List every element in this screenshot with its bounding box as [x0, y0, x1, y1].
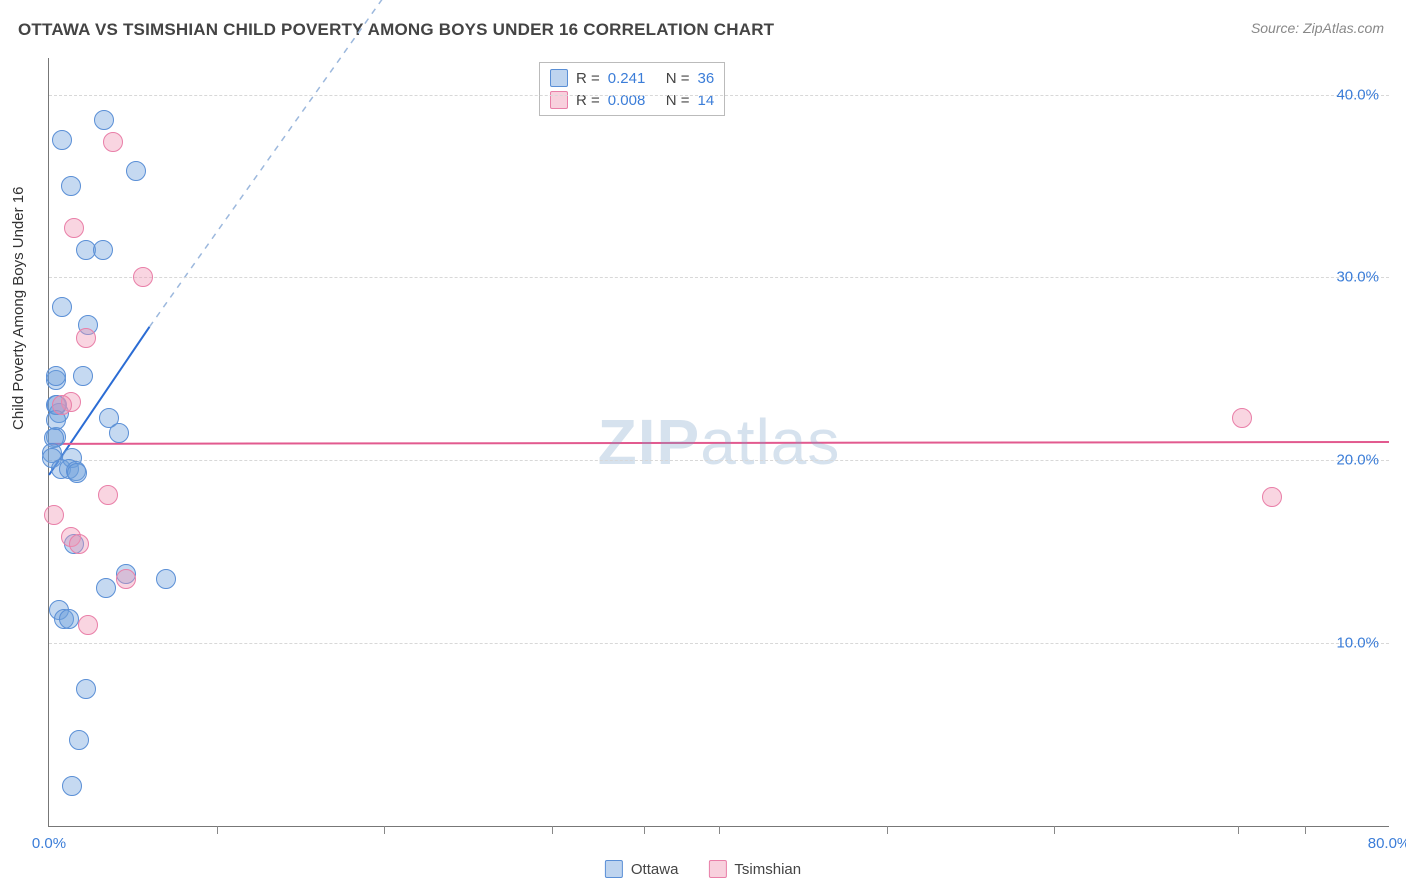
- scatter-point-ottawa: [76, 679, 96, 699]
- watermark-bold: ZIP: [598, 406, 701, 478]
- y-tick-label: 20.0%: [1336, 452, 1379, 469]
- gridline: [49, 460, 1389, 461]
- scatter-point-ottawa: [96, 578, 116, 598]
- scatter-point-tsimshian: [133, 267, 153, 287]
- n-value-ottawa: 36: [698, 70, 715, 87]
- stats-row-ottawa: R = 0.241 N = 36: [550, 67, 714, 89]
- scatter-point-ottawa: [61, 176, 81, 196]
- gridline: [49, 643, 1389, 644]
- scatter-point-tsimshian: [76, 328, 96, 348]
- n-label: N =: [666, 70, 690, 87]
- scatter-point-ottawa: [94, 110, 114, 130]
- watermark: ZIPatlas: [598, 405, 841, 479]
- scatter-point-ottawa: [156, 569, 176, 589]
- scatter-point-ottawa: [62, 776, 82, 796]
- r-value-ottawa: 0.241: [608, 70, 658, 87]
- swatch-blue-icon: [550, 69, 568, 87]
- legend-item-tsimshian: Tsimshian: [708, 860, 801, 878]
- scatter-point-ottawa: [73, 366, 93, 386]
- swatch-blue-icon: [605, 860, 623, 878]
- swatch-pink-icon: [708, 860, 726, 878]
- y-tick-label: 40.0%: [1336, 86, 1379, 103]
- scatter-point-ottawa: [109, 423, 129, 443]
- scatter-point-tsimshian: [116, 569, 136, 589]
- chart-title: OTTAWA VS TSIMSHIAN CHILD POVERTY AMONG …: [18, 20, 774, 40]
- x-tick-label-left: 0.0%: [32, 835, 66, 852]
- scatter-point-ottawa: [126, 161, 146, 181]
- gridline: [49, 277, 1389, 278]
- watermark-rest: atlas: [700, 406, 840, 478]
- y-tick-label: 30.0%: [1336, 269, 1379, 286]
- x-tick: [644, 826, 645, 834]
- x-tick: [552, 826, 553, 834]
- series-legend: Ottawa Tsimshian: [605, 860, 801, 878]
- legend-label-ottawa: Ottawa: [631, 861, 679, 878]
- x-tick: [1054, 826, 1055, 834]
- scatter-point-tsimshian: [98, 485, 118, 505]
- scatter-point-ottawa: [52, 297, 72, 317]
- scatter-point-ottawa: [52, 130, 72, 150]
- chart-container: OTTAWA VS TSIMSHIAN CHILD POVERTY AMONG …: [0, 0, 1406, 892]
- scatter-point-tsimshian: [1262, 487, 1282, 507]
- y-axis-label: Child Poverty Among Boys Under 16: [10, 187, 27, 430]
- x-tick: [384, 826, 385, 834]
- scatter-point-ottawa: [46, 366, 66, 386]
- scatter-point-tsimshian: [103, 132, 123, 152]
- gridline: [49, 95, 1389, 96]
- stats-row-tsimshian: R = 0.008 N = 14: [550, 89, 714, 111]
- x-tick: [217, 826, 218, 834]
- legend-item-ottawa: Ottawa: [605, 860, 679, 878]
- x-tick: [1238, 826, 1239, 834]
- stats-legend: R = 0.241 N = 36 R = 0.008 N = 14: [539, 62, 725, 116]
- plot-area: ZIPatlas R = 0.241 N = 36 R = 0.008 N = …: [48, 58, 1389, 827]
- scatter-point-ottawa: [59, 609, 79, 629]
- x-tick: [887, 826, 888, 834]
- scatter-point-ottawa: [67, 463, 87, 483]
- scatter-point-tsimshian: [69, 534, 89, 554]
- y-tick-label: 10.0%: [1336, 635, 1379, 652]
- x-tick-label-right: 80.0%: [1368, 835, 1406, 852]
- x-tick: [1305, 826, 1306, 834]
- legend-label-tsimshian: Tsimshian: [734, 861, 801, 878]
- scatter-point-tsimshian: [44, 505, 64, 525]
- x-tick: [719, 826, 720, 834]
- r-label: R =: [576, 70, 600, 87]
- scatter-point-tsimshian: [64, 218, 84, 238]
- scatter-point-tsimshian: [1232, 408, 1252, 428]
- scatter-point-ottawa: [93, 240, 113, 260]
- source-attribution: Source: ZipAtlas.com: [1251, 20, 1384, 36]
- scatter-point-tsimshian: [78, 615, 98, 635]
- trend-lines-layer: [49, 58, 1389, 826]
- scatter-point-tsimshian: [52, 395, 72, 415]
- scatter-point-ottawa: [69, 730, 89, 750]
